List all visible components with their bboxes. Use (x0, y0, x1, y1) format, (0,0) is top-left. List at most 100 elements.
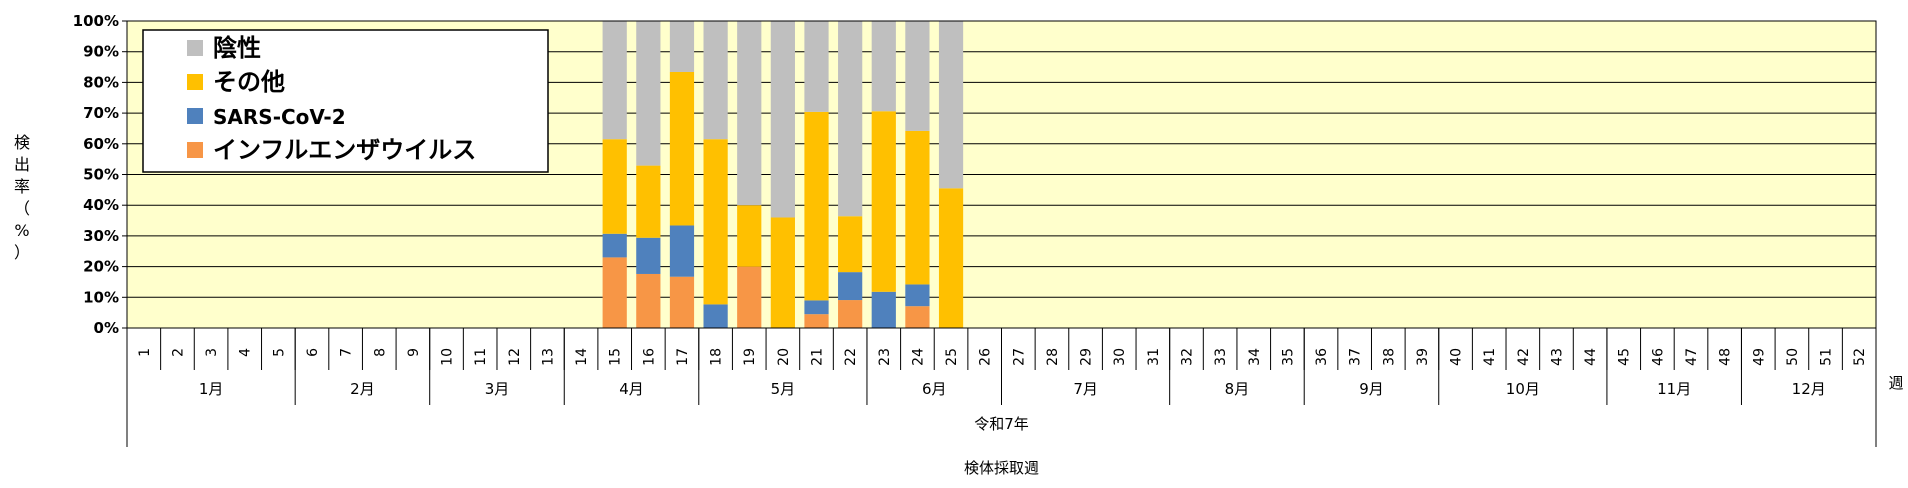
month-label: 3月 (485, 380, 510, 398)
bar-segment (905, 130, 930, 285)
bar-segment (871, 291, 896, 328)
bar-segment (703, 304, 728, 328)
y-tick-label: 50% (83, 166, 119, 184)
bar-segment (871, 21, 896, 112)
x-tick-label: 37 (1348, 348, 1364, 366)
x-tick-label: 39 (1415, 348, 1431, 366)
x-tick-label: 4 (238, 348, 254, 357)
bar-segment (602, 233, 627, 258)
x-tick-label: 22 (843, 348, 859, 366)
y-axis-label-char: 検 (14, 133, 30, 152)
bar-segment (804, 21, 829, 112)
x-tick-label: 42 (1516, 348, 1532, 366)
bar-segment (905, 306, 930, 328)
x-tick-label: 7 (339, 348, 355, 357)
legend-label: 陰性 (213, 34, 261, 62)
x-unit-label: 週 (1888, 374, 1903, 392)
x-tick-label: 25 (944, 348, 960, 366)
x-tick-label: 5 (271, 348, 287, 357)
bar-segment (770, 217, 795, 328)
x-tick-label: 19 (742, 348, 758, 366)
x-tick-label: 9 (406, 348, 422, 357)
x-tick-label: 40 (1449, 348, 1465, 366)
x-tick-label: 44 (1583, 348, 1599, 366)
x-tick-label: 49 (1751, 348, 1767, 366)
x-tick-label: 16 (641, 348, 657, 366)
x-tick-label: 48 (1718, 348, 1734, 366)
month-label: 1月 (199, 380, 224, 398)
x-tick-label: 34 (1247, 348, 1263, 366)
bar-segment (905, 284, 930, 307)
month-label: 9月 (1359, 380, 1384, 398)
bar-segment (905, 21, 930, 131)
x-tick-label: 21 (810, 348, 826, 366)
y-tick-label: 60% (83, 135, 119, 153)
y-tick-label: 70% (83, 104, 119, 122)
x-tick-label: 3 (204, 348, 220, 357)
y-tick-label: 30% (83, 227, 119, 245)
y-tick-label: 40% (83, 196, 119, 214)
y-axis-label: 検出率 （% ） (14, 133, 30, 262)
x-tick-label: 45 (1617, 348, 1633, 366)
month-label: 4月 (619, 380, 644, 398)
x-tick-label: 18 (709, 348, 725, 366)
x-axis-label: 検体採取週 (964, 459, 1039, 477)
x-tick-label: 31 (1146, 348, 1162, 366)
x-tick-label: 17 (675, 348, 691, 366)
y-tick-label: 20% (83, 258, 119, 276)
bar-segment (804, 300, 829, 315)
bar-segment (636, 21, 661, 166)
bar-segment (636, 165, 661, 238)
bar-segment (737, 266, 762, 328)
y-axis-label-char: ） (14, 243, 30, 262)
month-label: 5月 (771, 380, 796, 398)
bar-segment (804, 111, 829, 301)
x-tick-label: 50 (1785, 348, 1801, 366)
bar-segment (838, 216, 863, 273)
month-label: 7月 (1073, 380, 1098, 398)
x-tick-label: 35 (1280, 348, 1296, 366)
x-tick-label: 36 (1314, 348, 1330, 366)
month-label: 11月 (1657, 380, 1691, 398)
legend-swatch (187, 40, 203, 56)
month-label: 12月 (1792, 380, 1826, 398)
x-tick-label: 32 (1179, 348, 1195, 366)
month-label: 8月 (1225, 380, 1250, 398)
y-axis-label-char: （ (14, 199, 30, 218)
bar-segment (838, 21, 863, 217)
bar-segment (669, 225, 695, 277)
x-tick-label: 1 (137, 348, 153, 357)
year-label: 令和7年 (974, 415, 1029, 433)
x-tick-label: 51 (1819, 348, 1835, 366)
x-tick-label: 52 (1852, 348, 1868, 366)
x-tick-label: 38 (1381, 348, 1397, 366)
x-tick-label: 26 (978, 348, 994, 366)
bar-segment (703, 139, 728, 305)
bar-segment (838, 300, 863, 328)
x-tick-label: 6 (305, 348, 321, 357)
x-tick-label: 33 (1213, 348, 1229, 366)
y-tick-label: 80% (83, 73, 119, 91)
bar-segment (636, 237, 661, 274)
month-label: 6月 (922, 380, 947, 398)
bar-segment (602, 21, 627, 140)
month-label: 2月 (350, 380, 375, 398)
x-tick-label: 11 (473, 348, 489, 366)
x-tick-label: 23 (877, 348, 893, 366)
bar-segment (669, 276, 695, 328)
x-tick-label: 46 (1650, 348, 1666, 366)
y-tick-label: 0% (94, 319, 119, 337)
x-tick-label: 14 (574, 348, 590, 366)
bar-segment (669, 71, 695, 226)
legend-swatch (187, 108, 203, 124)
y-axis-label-char: 出 (14, 155, 30, 174)
bar-segment (737, 21, 762, 206)
legend-swatch (187, 142, 203, 158)
bar-segment (602, 139, 627, 234)
x-tick-label: 28 (1045, 348, 1061, 366)
x-tick-label: 12 (507, 348, 523, 366)
month-label: 10月 (1506, 380, 1540, 398)
bar-segment (703, 21, 728, 140)
y-tick-label: 90% (83, 43, 119, 61)
